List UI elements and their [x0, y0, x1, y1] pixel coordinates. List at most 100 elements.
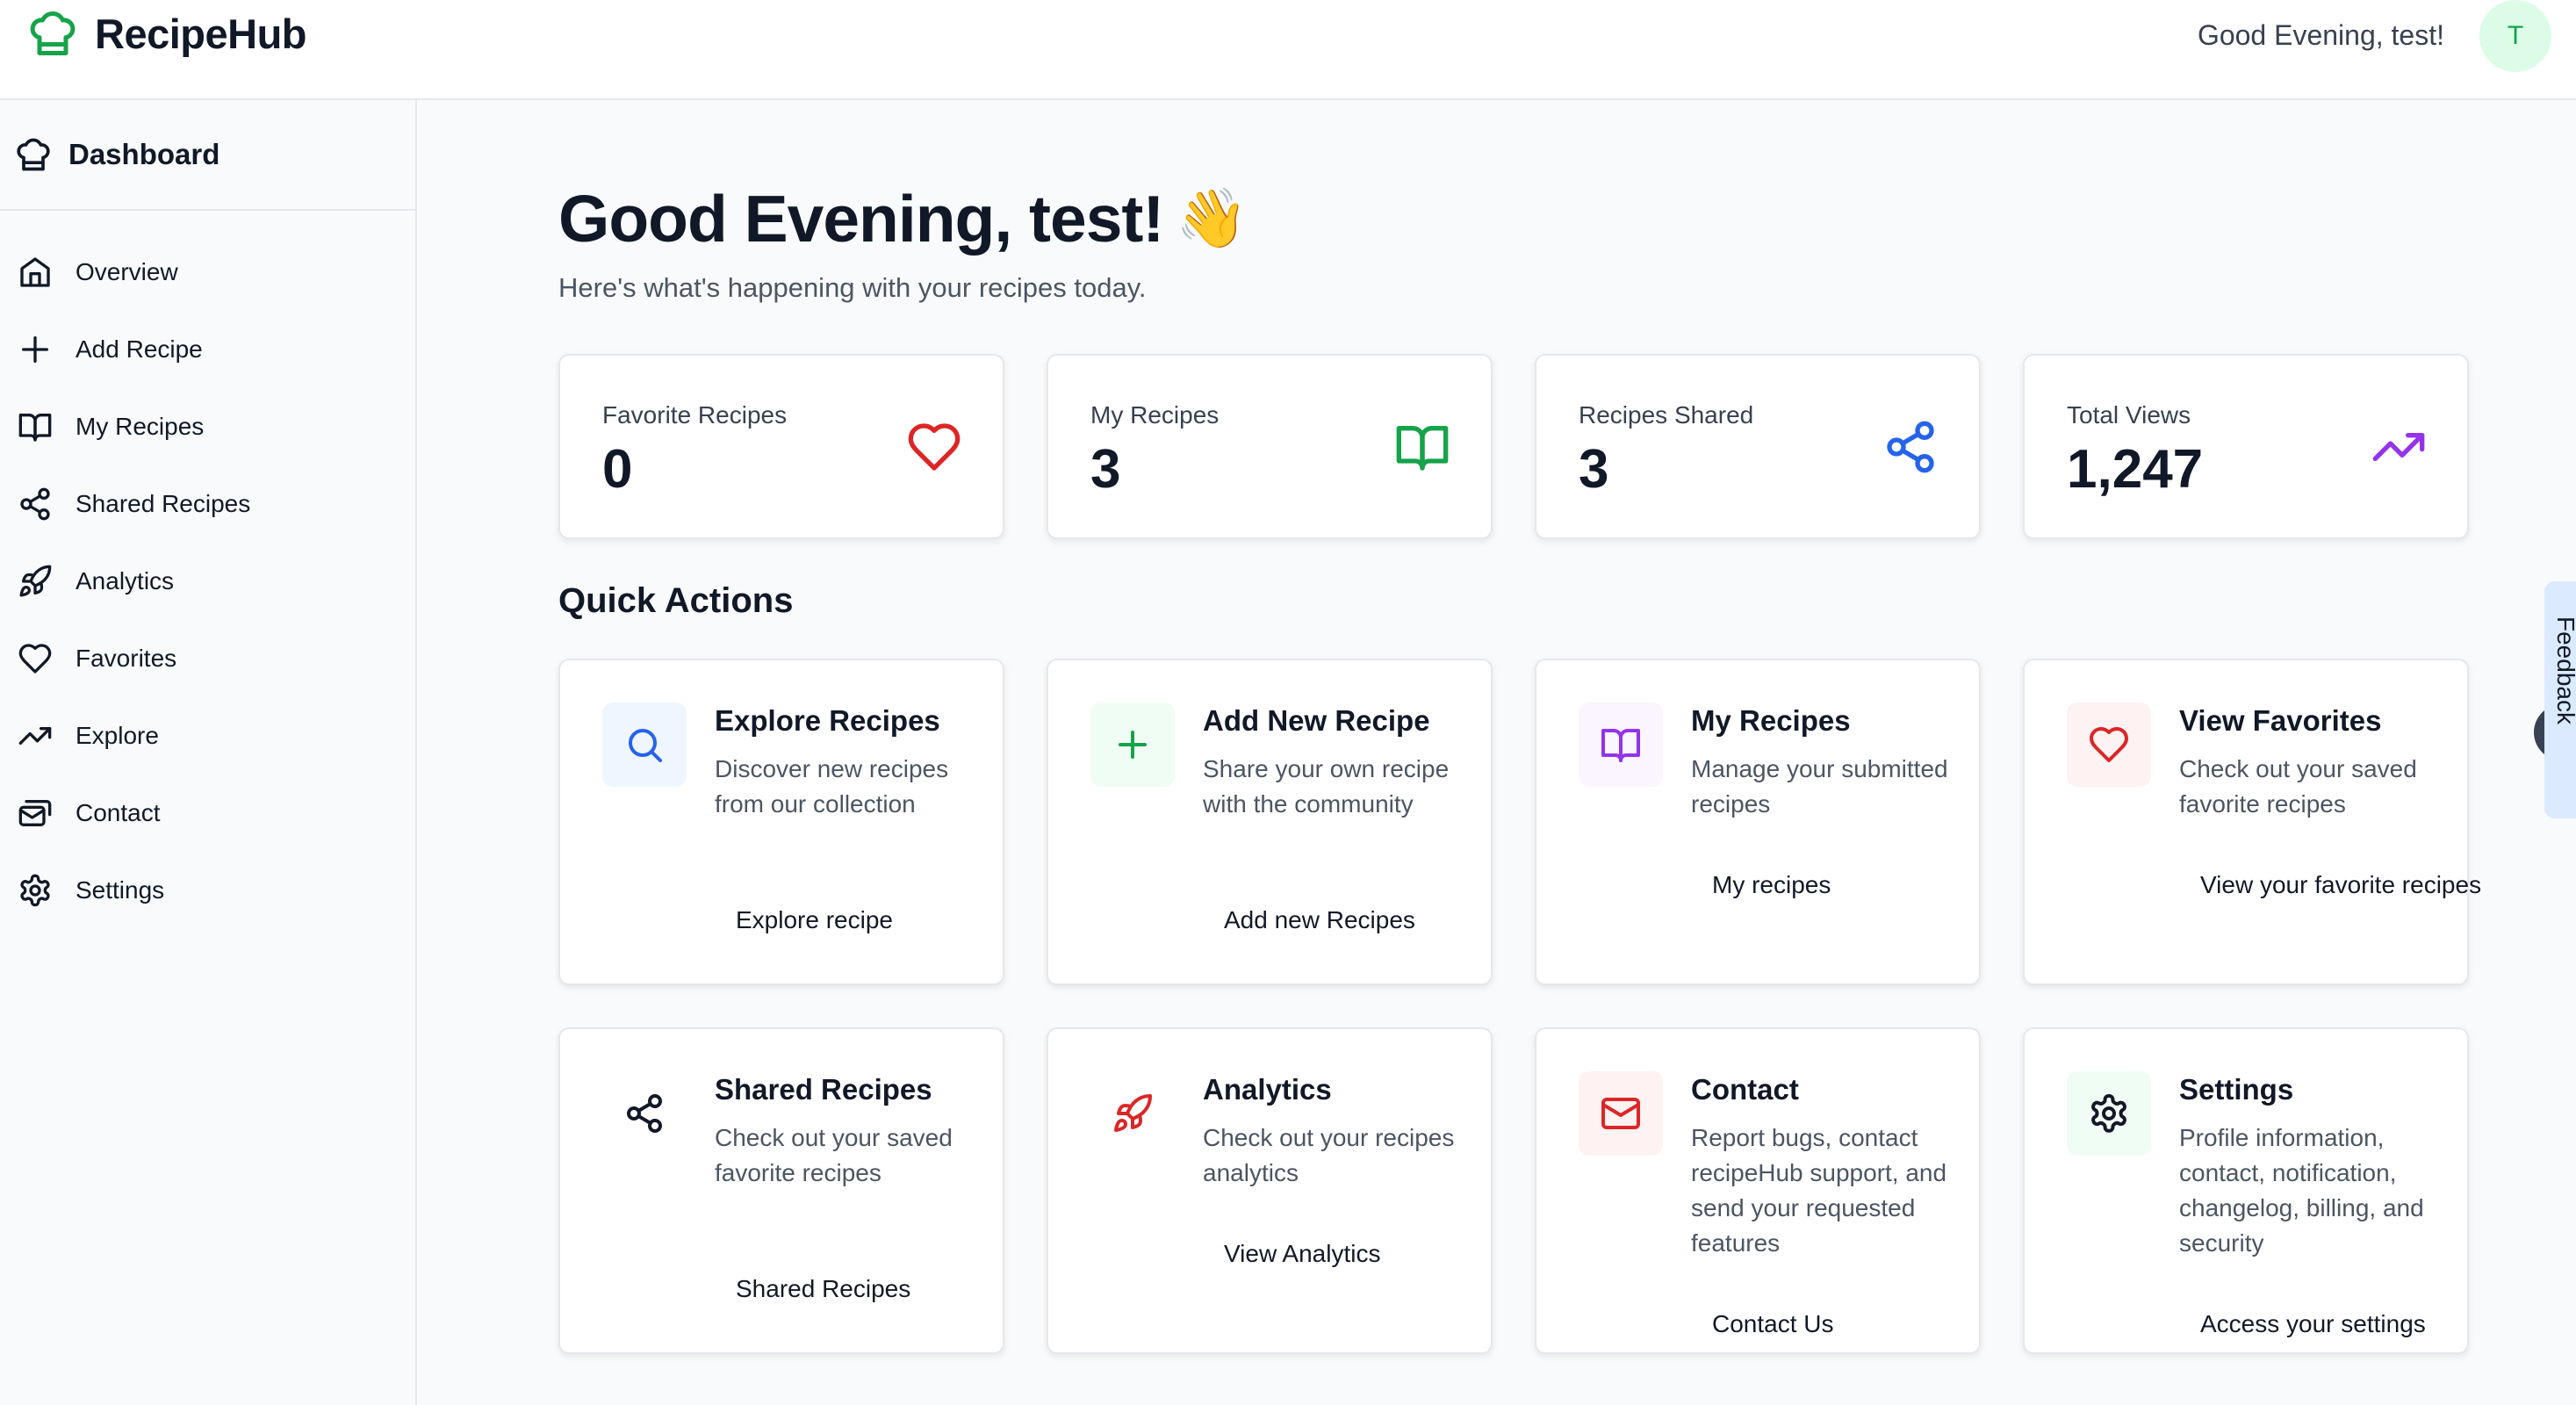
- heart-icon: [908, 423, 961, 471]
- sidebar-item-label: My Recipes: [76, 413, 205, 440]
- wave-emoji: 👋: [1176, 185, 1248, 250]
- sidebar-item-shared-recipes[interactable]: Shared Recipes: [0, 465, 415, 543]
- action-icon-box: [2067, 1071, 2151, 1156]
- sidebar-item-contact[interactable]: Contact: [0, 775, 415, 852]
- sidebar-item-label: Shared Recipes: [76, 490, 251, 517]
- heart-icon: [18, 644, 52, 674]
- stat-card-shared: Recipes Shared 3: [1535, 354, 1981, 539]
- action-description: Check out your saved favorite recipes: [2179, 755, 2417, 818]
- home-icon: [20, 257, 50, 287]
- action-icon-box: [1579, 1071, 1663, 1156]
- mail-icon: [18, 800, 52, 826]
- page-subtitle: Here's what's happening with your recipe…: [558, 272, 1147, 303]
- view-favorites-link[interactable]: View your favorite recipes: [2200, 871, 2482, 898]
- sidebar-item-add-recipe[interactable]: Add Recipe: [0, 311, 415, 388]
- sidebar-item-label: Analytics: [76, 567, 175, 594]
- share-icon: [1887, 421, 1934, 473]
- heart-icon: [2090, 727, 2128, 762]
- chef-hat-icon: [17, 138, 50, 171]
- share-icon: [20, 487, 50, 521]
- action-icon-box: [1579, 702, 1663, 787]
- stat-card-favorites: Favorite Recipes 0: [558, 354, 1004, 539]
- main-content: Good Evening, test! 👋 Here's what's happ…: [418, 100, 2576, 1405]
- stat-label: Total Views: [2067, 401, 2191, 429]
- action-description: Check out your saved favorite recipes: [715, 1124, 953, 1186]
- sidebar-item-overview[interactable]: Overview: [0, 234, 415, 311]
- stat-value: 3: [1579, 439, 1609, 500]
- feedback-label: Feedback: [2552, 616, 2576, 724]
- my-recipes-link[interactable]: My recipes: [1712, 871, 1831, 898]
- chef-hat-icon: [30, 11, 76, 55]
- stat-card-total-views: Total Views 1,247: [2023, 354, 2469, 539]
- sidebar-item-label: Contact: [76, 799, 161, 826]
- action-description: Profile information, contact, notificati…: [2179, 1124, 2424, 1257]
- mail-icon: [1601, 1098, 1640, 1129]
- stat-value: 0: [602, 439, 633, 500]
- header-greeting: Good Evening, test!: [2197, 19, 2444, 51]
- sidebar-item-analytics[interactable]: Analytics: [0, 543, 415, 620]
- book-open-icon: [1601, 729, 1640, 762]
- trending-up-icon: [18, 727, 52, 745]
- sidebar-nav: Overview Add Recipe My Recipes Shared Re…: [0, 211, 415, 929]
- action-description: Manage your submitted recipes: [1691, 755, 1948, 818]
- stat-value: 3: [1090, 439, 1121, 500]
- feedback-tab[interactable]: Feedback: [2544, 581, 2576, 818]
- book-open-icon: [18, 414, 52, 442]
- share-icon: [627, 1094, 662, 1133]
- action-icon-box: [602, 702, 687, 787]
- page-title-text: Good Evening, test!: [558, 182, 1164, 256]
- action-card-contact[interactable]: Contact Report bugs, contact recipeHub s…: [1535, 1027, 1981, 1354]
- action-card-favorites[interactable]: View Favorites Check out your saved favo…: [2023, 659, 2481, 985]
- rocket-icon: [19, 565, 52, 597]
- app-name: RecipeHub: [95, 10, 307, 57]
- gear-icon: [20, 874, 50, 907]
- action-description: Share your own recipe with the community: [1203, 755, 1450, 818]
- sidebar-item-label: Explore: [76, 722, 159, 749]
- action-description: Check out your recipes analytics: [1203, 1124, 1455, 1186]
- explore-recipe-link[interactable]: Explore recipe: [736, 906, 893, 933]
- sidebar-header[interactable]: Dashboard: [0, 100, 415, 211]
- plus-icon: [1119, 731, 1147, 759]
- sidebar-item-my-recipes[interactable]: My Recipes: [0, 388, 415, 465]
- action-card-explore[interactable]: Explore Recipes Discover new recipes fro…: [558, 659, 1004, 985]
- sidebar-item-label: Overview: [76, 258, 178, 285]
- action-title: Analytics: [1203, 1073, 1332, 1106]
- rocket-icon: [1114, 1093, 1152, 1132]
- action-description: Report bugs, contact recipeHub support, …: [1691, 1124, 1947, 1257]
- stat-label: Recipes Shared: [1579, 401, 1754, 429]
- trending-up-icon: [2372, 433, 2425, 461]
- app-logo[interactable]: RecipeHub: [26, 7, 307, 60]
- top-header: RecipeHub Good Evening, test! T: [0, 0, 2576, 100]
- action-card-add-recipe[interactable]: Add New Recipe Share your own recipe wit…: [1047, 659, 1493, 985]
- add-new-recipes-link[interactable]: Add new Recipes: [1224, 906, 1415, 933]
- shared-recipes-link[interactable]: Shared Recipes: [736, 1275, 911, 1302]
- stat-label: Favorite Recipes: [602, 401, 788, 429]
- book-open-icon: [1396, 426, 1449, 471]
- gear-icon: [2091, 1094, 2126, 1133]
- stat-label: My Recipes: [1090, 401, 1220, 429]
- action-icon-box: [1090, 1071, 1175, 1156]
- action-title: View Favorites: [2179, 704, 2382, 737]
- action-icon-box: [2067, 702, 2151, 787]
- stat-value: 1,247: [2067, 439, 2204, 500]
- action-title: Add New Recipe: [1203, 704, 1430, 737]
- action-card-shared-recipes[interactable]: Shared Recipes Check out your saved favo…: [558, 1027, 1004, 1354]
- action-title: My Recipes: [1691, 704, 1851, 737]
- access-settings-link[interactable]: Access your settings: [2200, 1310, 2426, 1337]
- sidebar-title: Dashboard: [68, 138, 220, 170]
- contact-us-link[interactable]: Contact Us: [1712, 1310, 1834, 1337]
- quick-actions-title: Quick Actions: [558, 581, 794, 620]
- view-analytics-link[interactable]: View Analytics: [1224, 1240, 1381, 1267]
- sidebar-item-label: Add Recipe: [76, 335, 203, 363]
- action-title: Explore Recipes: [715, 704, 940, 737]
- action-icon-box: [1090, 702, 1175, 787]
- action-card-settings[interactable]: Settings Profile information, contact, n…: [2023, 1027, 2469, 1354]
- search-icon: [629, 729, 662, 762]
- sidebar-item-explore[interactable]: Explore: [0, 697, 415, 775]
- action-title: Shared Recipes: [715, 1073, 932, 1106]
- action-card-analytics[interactable]: Analytics Check out your recipes analyti…: [1047, 1027, 1493, 1354]
- sidebar-item-favorites[interactable]: Favorites: [0, 620, 415, 697]
- sidebar-item-settings[interactable]: Settings: [0, 852, 415, 929]
- action-card-my-recipes[interactable]: My Recipes Manage your submitted recipes…: [1535, 659, 1981, 985]
- avatar[interactable]: T: [2479, 0, 2551, 72]
